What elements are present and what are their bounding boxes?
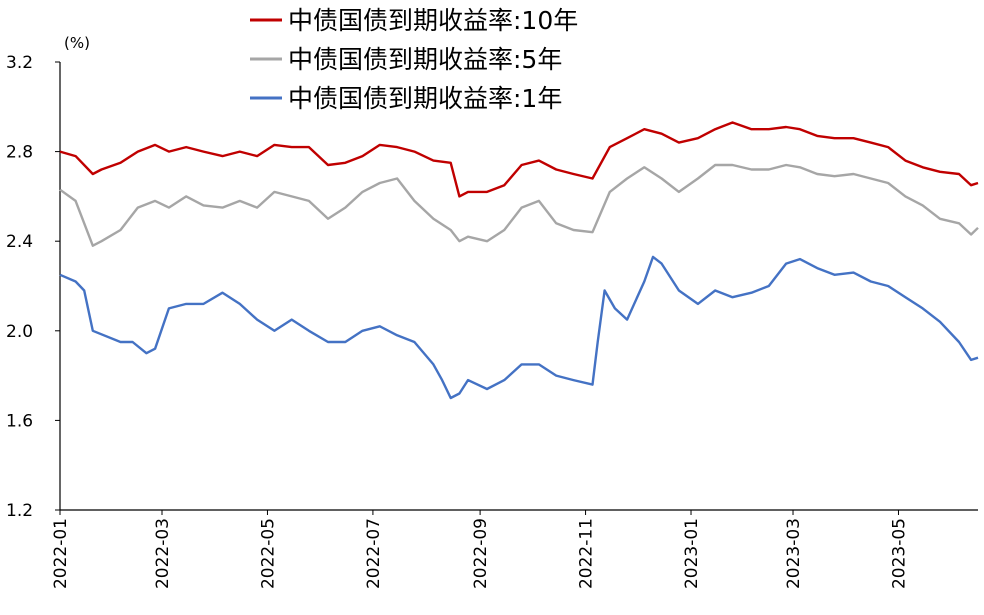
y-tick-label: 2.0 bbox=[6, 322, 33, 342]
legend-label-2: 中债国债到期收益率:5年 bbox=[288, 45, 562, 74]
x-tick-label: 2023-01 bbox=[682, 518, 702, 589]
legend-label-3: 中债国债到期收益率:1年 bbox=[288, 84, 562, 113]
legend-label-1: 中债国债到期收益率:10年 bbox=[288, 6, 578, 35]
series-line-3 bbox=[59, 255, 979, 400]
x-tick-label: 2022-09 bbox=[471, 518, 491, 589]
x-tick-label: 2022-11 bbox=[577, 518, 597, 589]
y-tick-label: 2.4 bbox=[6, 232, 33, 252]
x-tick-label: 2023-03 bbox=[784, 518, 804, 589]
series-line-2 bbox=[59, 163, 979, 247]
x-tick-label: 2022-05 bbox=[258, 518, 278, 589]
x-axis: 2022-01 2022-03 2022-05 2022-07 2022-09 2022-… bbox=[51, 509, 978, 589]
x-tick-label: 2022-07 bbox=[364, 518, 384, 589]
y-axis: 3.2 2.8 2.4 2.0 1.6 1.2 bbox=[6, 53, 61, 521]
x-tick-label: 2022-03 bbox=[153, 518, 173, 589]
x-tick-label: 2022-01 bbox=[51, 518, 71, 589]
y-tick-label: 1.2 bbox=[6, 501, 33, 521]
series-lines bbox=[59, 121, 979, 400]
series-line-1 bbox=[59, 121, 979, 198]
x-tick-label: 2023-05 bbox=[889, 518, 909, 589]
y-unit-label: (%) bbox=[64, 34, 90, 52]
y-tick-label: 3.2 bbox=[6, 53, 33, 73]
y-tick-label: 1.6 bbox=[6, 411, 33, 431]
y-tick-label: 2.8 bbox=[6, 143, 33, 163]
